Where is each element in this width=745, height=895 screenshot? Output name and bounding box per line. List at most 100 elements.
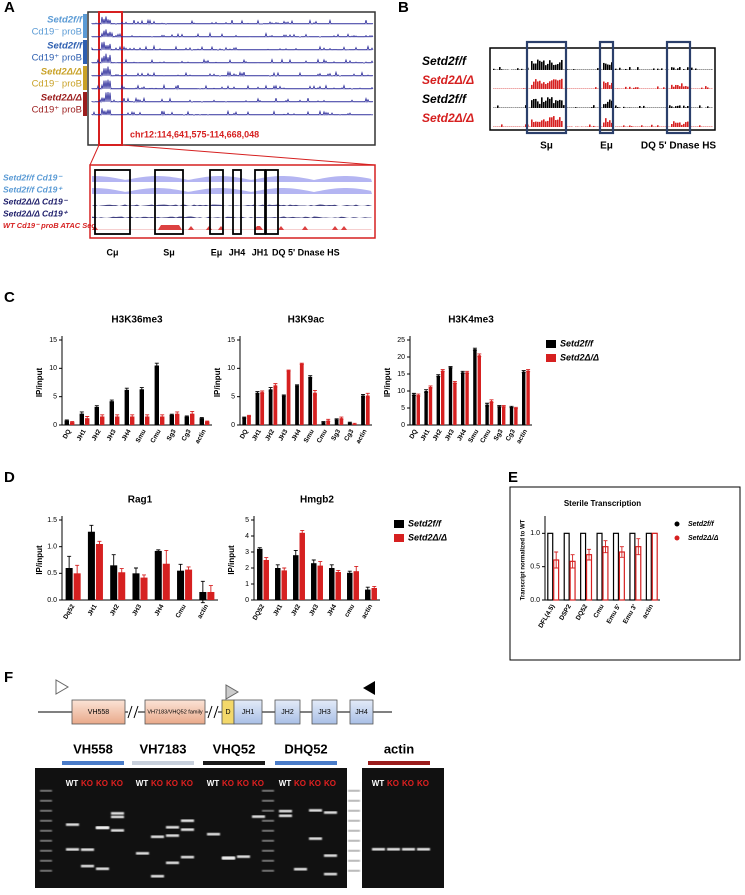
ladder-band xyxy=(262,850,274,852)
gel-band xyxy=(402,848,415,851)
region-label: Cμ xyxy=(106,247,118,257)
error-bar xyxy=(154,362,159,369)
error-bar xyxy=(295,384,300,387)
error-bar xyxy=(186,566,191,573)
signal-bar xyxy=(603,81,605,89)
signal-bar xyxy=(563,105,565,108)
y-tick-label: 10 xyxy=(227,365,235,372)
signal-bar xyxy=(543,82,545,89)
signal-track xyxy=(91,16,374,26)
bar xyxy=(311,563,317,600)
signal-track xyxy=(91,53,374,65)
signal-bar xyxy=(555,100,557,108)
chart-title: H3K9ac xyxy=(288,315,325,326)
signal-bar xyxy=(551,62,553,70)
track-genotype: Setd2f/f xyxy=(47,15,83,26)
error-bar xyxy=(97,540,102,548)
signal-bar xyxy=(611,100,613,108)
region-box xyxy=(209,169,224,235)
bar xyxy=(95,544,103,600)
signal-bar xyxy=(691,67,693,70)
signal-bar xyxy=(657,68,659,70)
gel-band xyxy=(151,874,164,878)
lane-label: KO xyxy=(222,779,234,788)
bar xyxy=(299,532,305,600)
signal-bar xyxy=(539,103,541,108)
signal-bar xyxy=(611,82,613,89)
error-bar xyxy=(264,557,269,563)
y-tick-label: 2 xyxy=(245,565,249,572)
x-tick-label: JH3 xyxy=(106,428,118,442)
bar xyxy=(184,416,189,425)
gel-band xyxy=(66,848,79,851)
y-tick-label: 0 xyxy=(401,422,405,429)
y-tick-label: 1 xyxy=(245,581,249,588)
bar xyxy=(286,370,291,425)
error-bar xyxy=(178,563,183,578)
signal-bar xyxy=(679,67,681,70)
gel-band xyxy=(111,815,124,819)
track-color-bar xyxy=(83,92,87,116)
signal-bar xyxy=(673,107,675,108)
bar xyxy=(477,355,481,425)
error-bar xyxy=(119,568,124,577)
signal-bar xyxy=(615,68,617,70)
primer-bar xyxy=(275,761,337,765)
error-bar xyxy=(190,410,195,417)
signal-bar xyxy=(653,68,655,70)
zoom-track-label: Setd2Δ/Δ Cd19⁻ xyxy=(3,196,69,206)
error-bar xyxy=(509,405,514,409)
ladder-band xyxy=(348,830,360,832)
bar xyxy=(132,573,140,600)
error-bar xyxy=(321,421,326,424)
error-bar xyxy=(145,414,150,419)
region-label: Eμ xyxy=(600,141,613,152)
signal-bar xyxy=(675,84,677,89)
error-bar xyxy=(85,416,90,421)
signal-bar xyxy=(651,124,653,127)
error-bar xyxy=(336,569,341,575)
gel-band xyxy=(252,815,265,818)
error-bar xyxy=(205,420,210,423)
signal-bar xyxy=(677,122,679,127)
error-bar xyxy=(260,390,265,394)
y-tick-label: 1.0 xyxy=(47,544,57,551)
primer-arrow xyxy=(225,684,239,700)
signal-bar xyxy=(643,105,645,108)
region-label: JH4 xyxy=(229,247,246,257)
y-tick-label: 25 xyxy=(397,337,405,344)
ladder-band xyxy=(348,840,360,842)
y-tick-label: 15 xyxy=(49,337,57,344)
ladder-band xyxy=(348,820,360,822)
signal-bar xyxy=(555,79,557,89)
signal-bar xyxy=(675,122,677,127)
region-label: DQ 5' Dnase HS xyxy=(641,141,717,152)
ladder-band xyxy=(348,810,360,812)
x-tick-label: JH4 xyxy=(326,603,338,617)
y-tick-label: 5 xyxy=(245,517,249,524)
primer-bar xyxy=(62,761,124,765)
error-bar xyxy=(448,366,453,369)
gel-band xyxy=(151,835,164,839)
lane-label: KO xyxy=(324,779,336,788)
panel-frame xyxy=(509,486,741,661)
bar xyxy=(247,415,251,425)
x-tick-label: Smu xyxy=(303,428,316,444)
bar xyxy=(175,413,180,425)
gene-segment xyxy=(274,699,301,725)
signal-bar xyxy=(609,64,611,70)
signal-bar xyxy=(677,105,679,108)
x-tick-label: JH1 xyxy=(76,428,88,442)
error-bar xyxy=(334,418,339,421)
bar xyxy=(416,395,420,425)
break-gap xyxy=(208,705,218,719)
ladder-band xyxy=(40,820,52,822)
error-bar xyxy=(354,565,359,577)
legend-label: Setd2Δ/Δ xyxy=(688,535,719,542)
error-bar xyxy=(184,415,189,418)
segment-label: D xyxy=(225,709,230,716)
region-box xyxy=(232,169,242,235)
x-tick-label: DQ52 xyxy=(252,603,267,622)
error-bar xyxy=(440,369,445,373)
signal-bar xyxy=(671,67,673,70)
